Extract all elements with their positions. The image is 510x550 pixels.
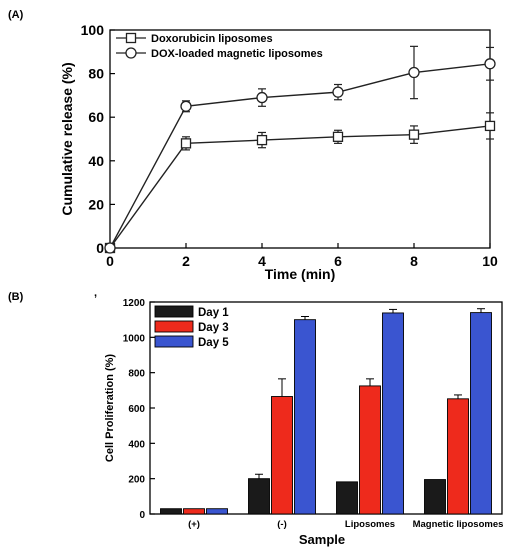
panel-a-x-tick-label: 0 xyxy=(106,253,114,269)
panel-b-y-tick-label: 800 xyxy=(128,369,145,380)
panel-b-legend-label: Day 1 xyxy=(198,307,229,319)
panel-b-bar xyxy=(359,385,381,515)
panel-b-bar xyxy=(336,481,358,515)
panel-b-bar xyxy=(271,396,293,515)
panel-a-point-circle xyxy=(104,242,116,254)
panel-b-y-tick-label: 400 xyxy=(128,439,145,450)
panel-a-point-square xyxy=(408,129,420,140)
panel-a-legend-marker-square xyxy=(125,32,137,44)
panel-a-y-axis-title: Cumulative release (%) xyxy=(59,62,75,215)
panel-b-label: (B) xyxy=(8,291,24,303)
panel-b-stray-mark: , xyxy=(94,287,97,299)
panel-a-point-square xyxy=(484,120,496,132)
panel-b-x-axis-title: Sample xyxy=(299,532,345,547)
panel-a-point-circle xyxy=(332,86,344,98)
panel-a-series-line-2 xyxy=(109,63,491,249)
panel-a-y-tick-label: 60 xyxy=(88,109,104,125)
panel-b-legend-swatch xyxy=(154,320,194,333)
panel-a-point-square xyxy=(332,131,344,142)
panel-b-legend-label: Day 3 xyxy=(198,322,229,334)
panel-b-x-tick-label: (-) xyxy=(277,519,287,530)
panel-a-point-square xyxy=(180,138,192,149)
panel-a-point-square xyxy=(256,134,268,146)
panel-b-bar xyxy=(294,319,316,515)
panel-a-legend-marker-circle xyxy=(125,47,137,59)
panel-a-y-tick-label: 0 xyxy=(96,240,104,256)
panel-b-legend-label: Day 5 xyxy=(198,337,229,349)
panel-b-y-tick-label: 600 xyxy=(128,404,145,415)
panel-b-y-tick-label: 0 xyxy=(139,510,145,521)
panel-a-x-tick-label: 2 xyxy=(182,253,190,269)
panel-a-point-circle xyxy=(408,66,420,79)
panel-a-y-tick-label: 40 xyxy=(88,153,104,169)
panel-a-legend-label: Doxorubicin liposomes xyxy=(151,33,273,45)
panel-b-x-tick-label: (+) xyxy=(188,519,200,530)
panel-a-legend-label: DOX-loaded magnetic liposomes xyxy=(151,48,323,60)
panel-b-x-tick-label: Magnetic liposomes xyxy=(413,519,504,530)
panel-b-bar xyxy=(447,398,469,515)
panel-b-bar xyxy=(248,478,270,515)
panel-a-y-tick-label: 100 xyxy=(81,22,105,38)
panel-b-bar xyxy=(206,508,228,515)
panel-b-y-tick-label: 1200 xyxy=(123,298,146,309)
panel-b-x-tick-label: Liposomes xyxy=(345,519,395,530)
panel-a-x-tick-label: 4 xyxy=(258,253,266,269)
panel-b-y-tick-label: 200 xyxy=(128,475,145,486)
panel-a-x-axis-title: Time (min) xyxy=(265,266,336,282)
panel-b-legend-swatch xyxy=(154,305,194,318)
panel-a-x-tick-label: 10 xyxy=(482,253,498,269)
panel-b-bar xyxy=(470,312,492,515)
panel-a-x-tick-label: 6 xyxy=(334,253,342,269)
panel-b-bar xyxy=(183,508,205,515)
panel-a-series-line-1 xyxy=(109,125,491,249)
panel-a-point-circle xyxy=(484,58,496,70)
panel-b: (B) , 0 200 400 600 800 1000 1200 (+) (-) Liposom… xyxy=(8,287,503,547)
panel-a-x-tick-label: 8 xyxy=(410,253,418,269)
panel-b-bar xyxy=(424,479,446,515)
panel-a-point-circle xyxy=(256,91,268,104)
panel-b-bar xyxy=(160,508,182,515)
panel-a-point-circle xyxy=(180,100,192,112)
panel-b-legend-swatch xyxy=(154,335,194,348)
panel-a-label: (A) xyxy=(8,9,24,21)
panel-b-y-tick-label: 1000 xyxy=(123,333,146,344)
panel-b-y-axis-title: Cell Proliferation (%) xyxy=(104,354,116,463)
panel-a-y-tick-label: 80 xyxy=(88,66,104,82)
panel-b-bar xyxy=(382,312,404,515)
panel-a-y-tick-label: 20 xyxy=(88,196,104,212)
